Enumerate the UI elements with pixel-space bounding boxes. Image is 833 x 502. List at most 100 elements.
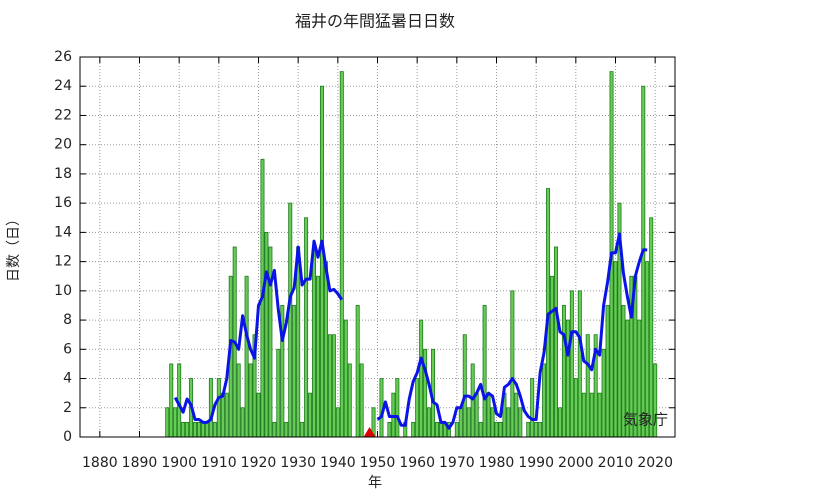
bar: [264, 231, 269, 438]
bar: [411, 421, 416, 438]
y-axis-label: 日数（日）: [6, 212, 22, 282]
y-tick-label: 0: [63, 429, 72, 445]
bar: [335, 407, 340, 438]
y-tick-label: 2: [63, 400, 72, 416]
bar: [557, 407, 562, 438]
y-tick-label: 16: [54, 195, 72, 211]
bar: [581, 392, 586, 438]
bar: [224, 392, 229, 438]
bar: [296, 246, 301, 438]
bar: [276, 348, 281, 438]
y-tick-label: 10: [54, 283, 72, 299]
grid: [80, 56, 675, 438]
bar: [494, 421, 499, 438]
y-tick-label: 18: [54, 166, 72, 182]
bar: [284, 421, 289, 438]
bar: [216, 378, 221, 438]
bar: [542, 363, 547, 438]
x-tick-label: 1900: [161, 455, 197, 471]
bar: [605, 305, 610, 438]
x-tick-label: 2020: [637, 455, 673, 471]
y-tick-label: 22: [54, 107, 72, 123]
bar: [387, 421, 392, 438]
bar: [248, 363, 253, 438]
bar: [288, 202, 293, 438]
bar: [359, 363, 364, 438]
bar: [312, 246, 317, 438]
bar: [272, 421, 277, 438]
y-tick-label: 14: [54, 224, 72, 240]
bar: [256, 392, 261, 438]
x-tick-label: 1960: [399, 455, 435, 471]
bar: [514, 392, 519, 438]
bar: [181, 421, 186, 438]
bar: [498, 421, 503, 438]
y-tick-label: 24: [54, 78, 72, 94]
x-tick-label: 1990: [518, 455, 554, 471]
bar: [466, 407, 471, 438]
bar: [343, 319, 348, 438]
bar: [208, 378, 213, 438]
bar: [169, 363, 174, 438]
bar: [304, 217, 309, 438]
bar: [486, 392, 491, 438]
missing-marker: [363, 427, 376, 437]
bar: [478, 421, 483, 438]
bar: [244, 275, 249, 438]
y-tick-label: 8: [63, 312, 72, 328]
bar: [585, 334, 590, 438]
bar: [518, 407, 523, 438]
bar: [327, 334, 332, 438]
x-tick-label: 1930: [280, 455, 316, 471]
bar: [474, 392, 479, 438]
x-tick-label: 2000: [558, 455, 594, 471]
bar: [482, 305, 487, 438]
annotation: 気象庁: [623, 411, 668, 429]
bar: [510, 290, 515, 438]
x-tick-label: 1920: [241, 455, 277, 471]
bar: [204, 421, 209, 438]
moving-average-line: [173, 239, 344, 424]
bar: [569, 290, 574, 438]
bar: [331, 334, 336, 438]
bar: [458, 407, 463, 438]
bar: [316, 275, 320, 438]
bar: [292, 305, 297, 438]
bar: [165, 407, 170, 438]
bar: [538, 421, 543, 438]
x-tick-label: 1950: [360, 455, 396, 471]
plot-frame: [79, 56, 676, 438]
x-tick-label: 1940: [320, 455, 356, 471]
bar: [573, 378, 578, 438]
bar: [355, 305, 360, 438]
bar: [641, 85, 646, 438]
chart-title: 福井の年間猛暑日日数: [295, 12, 455, 31]
bar: [490, 407, 495, 438]
bar: [427, 407, 432, 438]
bar: [561, 305, 566, 438]
bar: [554, 246, 558, 438]
x-tick-label: 1890: [122, 455, 158, 471]
bar: [212, 421, 217, 438]
bar: [565, 319, 570, 438]
x-tick-label: 1880: [82, 455, 118, 471]
bar: [589, 392, 594, 438]
bar: [339, 71, 344, 438]
plot: [165, 71, 658, 438]
y-tick-label: 6: [63, 341, 72, 357]
bar: [319, 85, 324, 438]
bar: [506, 407, 511, 438]
bar: [347, 363, 352, 438]
bar: [415, 378, 420, 438]
bar: [577, 290, 582, 438]
bar: [526, 421, 531, 438]
moving-average-line: [376, 232, 648, 430]
x-tick-label: 2010: [598, 455, 634, 471]
bar: [185, 421, 190, 438]
bar: [649, 217, 654, 438]
bar: [534, 421, 539, 438]
bar: [550, 275, 555, 438]
x-tick-label: 1910: [201, 455, 237, 471]
bar: [435, 421, 439, 438]
